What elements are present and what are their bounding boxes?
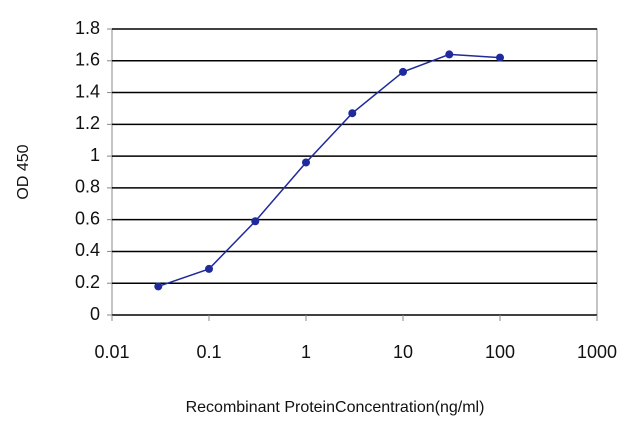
line [158,53,501,288]
y-axis-label: OD 450 [15,144,32,199]
point [445,50,454,59]
y-tick-label: 0.6 [75,208,100,228]
y-tick-label: 0 [90,304,100,324]
y-tick-label: 1.8 [75,18,100,38]
y-tick-label: 1.2 [75,113,100,133]
point [302,158,310,167]
y-tick-label: 0.2 [75,272,100,292]
y-tick-label: 1 [90,145,100,165]
point [348,109,357,118]
x-tick-label: 0.1 [196,342,221,362]
y-tick-label: 1.4 [75,81,100,101]
point [154,282,163,291]
y-tick-label: 0.8 [75,177,100,197]
point [251,217,260,226]
plot-frame [111,28,598,316]
point [205,264,213,273]
x-tick-label: 0.01 [94,342,129,362]
x-tick-label: 100 [485,342,515,362]
point [496,53,504,62]
x-tick-label: 1 [301,342,311,362]
y-tick-label: 0.4 [75,240,100,260]
y-tick-label: 1.6 [75,50,100,70]
x-tick-label: 10 [393,342,413,362]
point [399,67,407,76]
x-axis-label: Recombinant ProteinConcentration(ng/ml) [186,399,485,416]
x-tick-label: 1000 [577,342,617,362]
